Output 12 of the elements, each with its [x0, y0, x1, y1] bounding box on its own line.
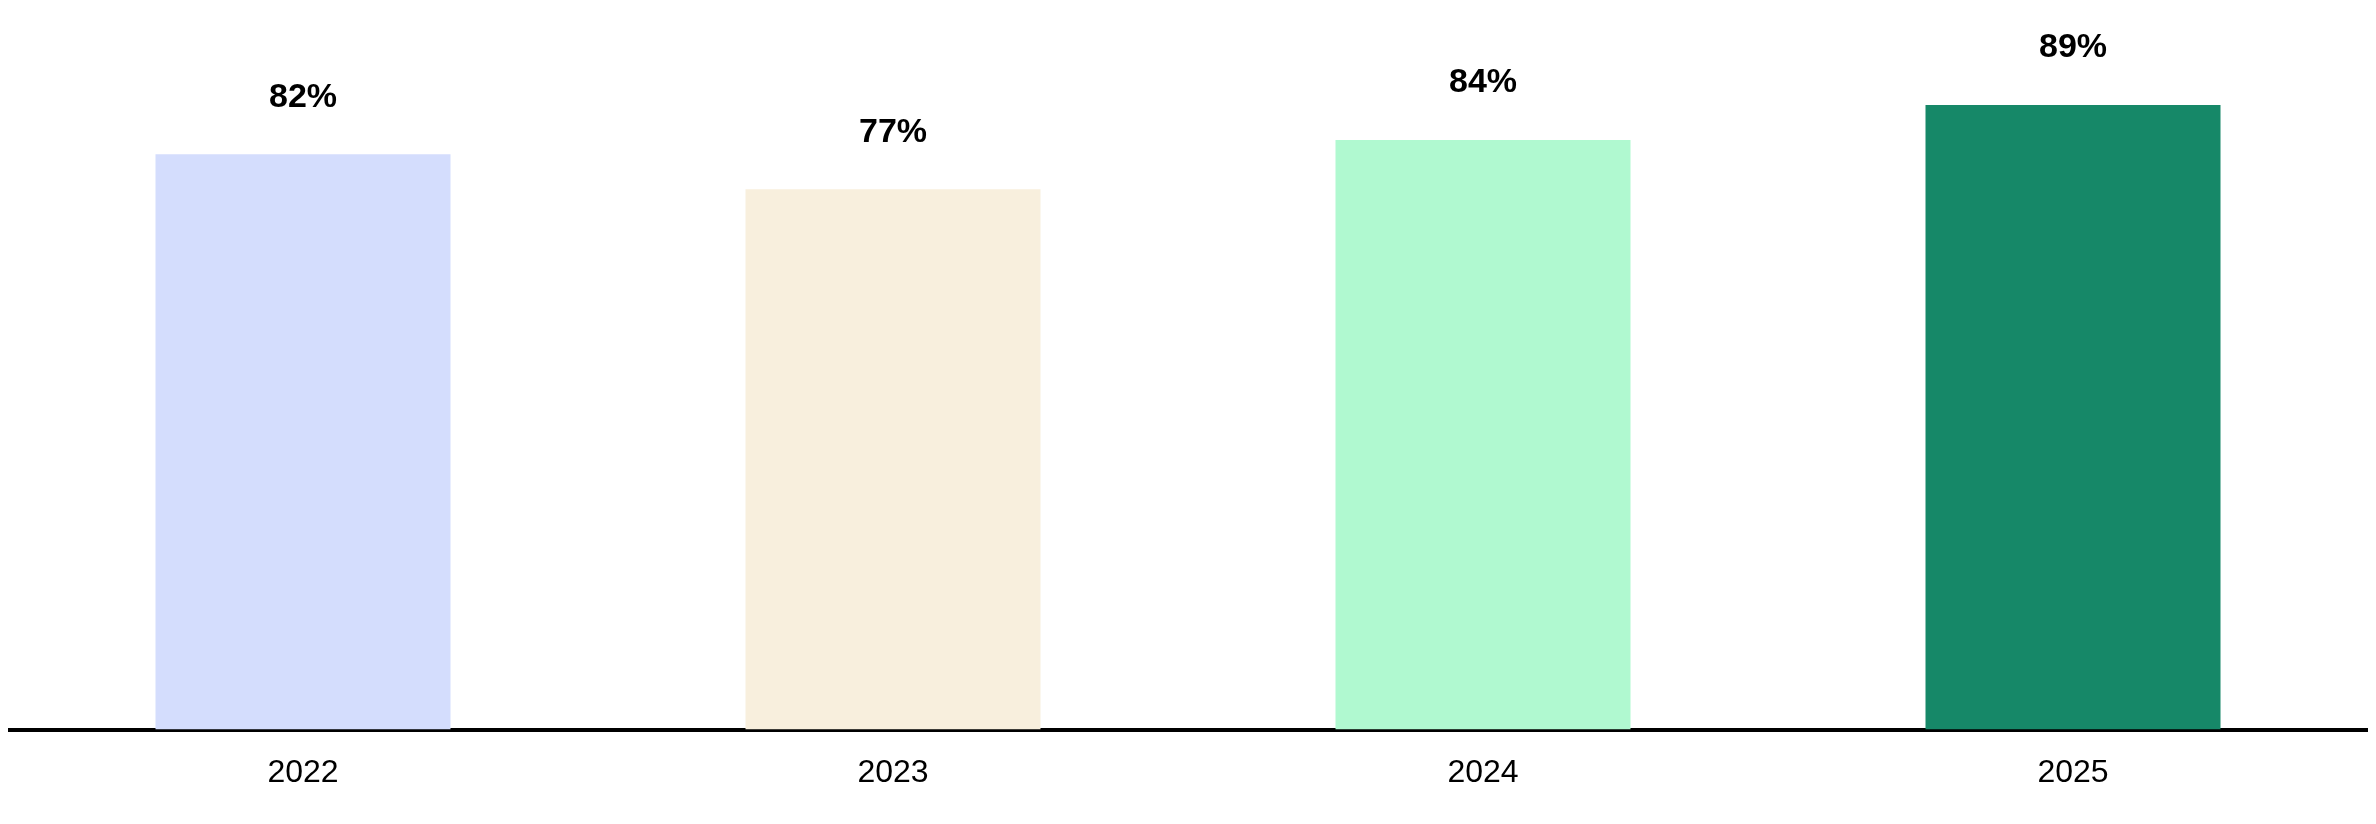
x-tick-label: 2025: [2037, 752, 2109, 789]
x-tick-label: 2023: [857, 752, 929, 789]
x-tick-label: 2024: [1447, 752, 1519, 789]
data-label: 89%: [2038, 26, 2108, 65]
data-label: 84%: [1448, 61, 1518, 100]
data-label: 77%: [858, 110, 928, 149]
data-label: 82%: [268, 75, 338, 114]
bar: [1335, 140, 1631, 730]
bar: [1925, 105, 2221, 730]
x-tick-label: 2022: [267, 752, 339, 789]
bar: [155, 154, 451, 730]
bar: [745, 189, 1041, 730]
